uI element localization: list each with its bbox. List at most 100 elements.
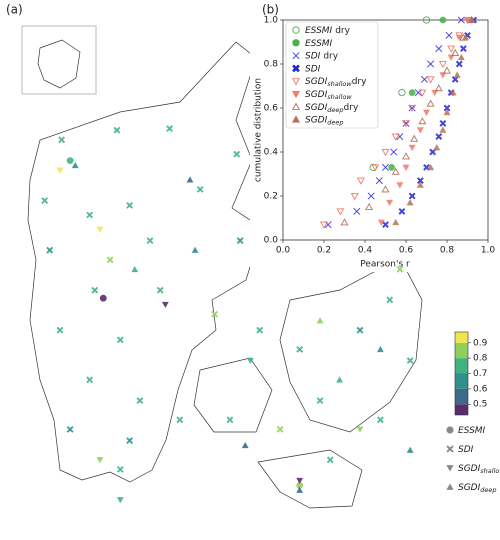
marker (435, 133, 443, 141)
marker (316, 397, 324, 404)
colorbar-tick-label: 0.9 (473, 338, 488, 348)
legend-label: SDI (458, 445, 474, 455)
marker (340, 218, 349, 226)
legend-name: SDI (305, 51, 321, 61)
legend-label: SGDIdeep (458, 483, 497, 495)
legend-name: ESSMI (305, 26, 333, 36)
marker (291, 90, 301, 99)
marker (426, 99, 435, 107)
legend-suffix: dry (352, 77, 367, 87)
marker (156, 286, 164, 294)
marker (292, 102, 300, 110)
y-tick-label: 0.0 (264, 236, 279, 246)
marker (446, 483, 454, 490)
y-tick-label: 1.0 (264, 16, 279, 26)
marker (461, 33, 469, 41)
legend-suffix: dry (344, 102, 359, 112)
funen (193, 357, 273, 433)
marker (406, 198, 414, 206)
marker (131, 266, 139, 273)
colorbar-band (455, 388, 468, 405)
marker (420, 75, 428, 83)
legend-suffix: dry (323, 51, 338, 61)
marker (398, 207, 406, 215)
marker (408, 192, 416, 200)
marker (336, 208, 345, 216)
bornholm (37, 39, 81, 89)
map-background (21, 25, 423, 509)
marker (126, 437, 134, 444)
marker (439, 126, 447, 133)
marker (402, 152, 410, 160)
marker (408, 89, 416, 97)
marker (236, 237, 244, 244)
legend-name: SDI (458, 445, 474, 455)
legend-label: SGDIshallow (305, 90, 352, 102)
x-axis-label: Pearson's r (360, 260, 410, 270)
marker (447, 54, 455, 62)
legend-label: SDI dry (305, 51, 339, 61)
y-axis-label: cumulative distribution (254, 78, 264, 182)
marker (434, 84, 443, 92)
marker (377, 219, 385, 227)
marker (453, 71, 461, 78)
marker (445, 31, 453, 39)
marker (296, 486, 304, 493)
marker (410, 134, 419, 142)
legend-sub: shallow (327, 93, 352, 101)
legend-name: SDI (305, 64, 321, 74)
marker (443, 104, 451, 112)
marker (116, 497, 124, 504)
marker (276, 426, 284, 433)
marker (292, 78, 300, 86)
legend-name: SGDI (305, 102, 328, 112)
marker (382, 221, 389, 229)
marker (408, 144, 416, 152)
marker (136, 397, 144, 404)
x-tick-label: 0.8 (440, 246, 455, 256)
zealand (279, 257, 423, 433)
x-tick-label: 0.6 (399, 246, 414, 256)
marker (396, 266, 404, 273)
y-tick-label: 0.4 (264, 148, 279, 158)
legend-name: ESSMI (305, 38, 333, 48)
marker (429, 148, 437, 156)
marker (416, 181, 424, 188)
marker (426, 76, 435, 84)
legend-box (285, 21, 379, 129)
axes-frame (282, 19, 489, 241)
marker (356, 426, 364, 433)
marker (408, 104, 417, 113)
marker (457, 16, 465, 24)
marker (433, 143, 441, 151)
legend-name: ESSMI (458, 426, 486, 436)
legend-label: ESSMI (305, 38, 333, 48)
legend-name: SGDI (458, 464, 481, 474)
marker (196, 186, 204, 193)
marker (116, 466, 124, 473)
marker (369, 163, 377, 172)
marker (91, 286, 99, 294)
marker (106, 256, 114, 264)
marker (99, 294, 107, 302)
marker (396, 182, 404, 189)
legend-label: SGDIdeep (305, 115, 344, 127)
marker (447, 45, 456, 53)
marker (375, 177, 383, 185)
legend-name: SGDI (305, 115, 328, 125)
marker (226, 416, 234, 424)
marker (386, 296, 394, 304)
marker (353, 207, 361, 215)
marker (443, 108, 451, 116)
marker (86, 376, 94, 384)
marker (451, 48, 460, 57)
marker (468, 16, 476, 23)
legend-name: SGDI (305, 90, 328, 100)
marker (66, 426, 74, 433)
legend-sub: shallow (327, 80, 352, 88)
marker (86, 211, 94, 219)
colorbar-tick-label: 0.7 (473, 369, 487, 379)
marker (439, 119, 447, 127)
colorbar-band (455, 404, 468, 415)
